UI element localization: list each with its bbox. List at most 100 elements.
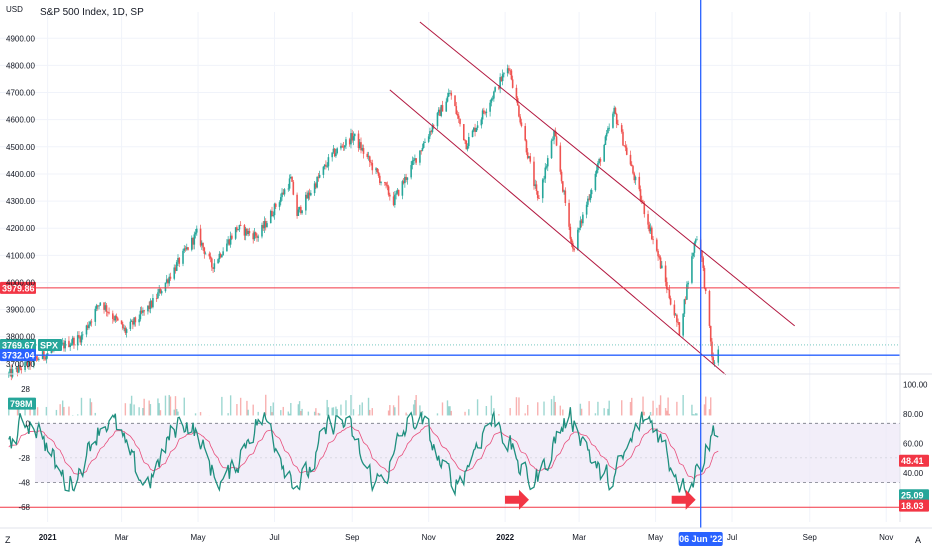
time-axis[interactable]: 2021 Mar May Jul Sep Nov 2022 Mar May Jul Sep Nov 06… <box>0 527 932 546</box>
candle-body <box>147 305 149 312</box>
price-tick-label: 4500.00 <box>6 143 35 152</box>
candle-body <box>607 128 609 134</box>
candle-body <box>231 235 233 239</box>
candle-body <box>124 327 127 333</box>
candle-body <box>419 150 421 163</box>
indicator-pane[interactable] <box>0 373 932 510</box>
volume-bar <box>691 404 693 416</box>
candle-body <box>15 367 18 370</box>
candle-body <box>35 356 38 359</box>
candle-body <box>465 140 468 150</box>
candle-body <box>112 313 114 319</box>
volume-bar <box>436 413 439 416</box>
candle-body <box>436 112 439 127</box>
candle-body <box>95 305 98 309</box>
volume-bar <box>199 412 202 416</box>
signal-value-badge-bg <box>899 454 929 467</box>
candle-body <box>585 204 588 215</box>
auto-scale-toggle[interactable]: A <box>915 535 921 545</box>
price-levels[interactable]: 3979.86 3769.67 SPX 3732.04 <box>0 281 900 362</box>
volume-bar <box>449 406 451 416</box>
volume-bar <box>468 409 470 416</box>
candle-body <box>386 185 389 187</box>
candle-body <box>33 357 35 366</box>
volume-bar <box>315 408 317 416</box>
candle-body <box>397 189 400 196</box>
volume-bar <box>421 411 424 416</box>
volume-bar <box>580 408 583 416</box>
volume-bar <box>608 400 610 416</box>
oscillator-tick-label: -28 <box>18 454 30 463</box>
candle-body <box>105 305 108 312</box>
candle-body <box>323 164 326 167</box>
volume-bar <box>297 404 300 416</box>
volume-bar <box>490 395 493 416</box>
volume-bar <box>498 414 500 416</box>
volume-bar <box>389 405 391 416</box>
candle-body <box>562 181 564 192</box>
candle-body <box>491 98 494 100</box>
candle-body <box>414 158 416 161</box>
volume-bar <box>367 397 370 416</box>
series-badge-bg <box>38 338 62 351</box>
price-axis[interactable]: 4900.00 4800.00 4700.00 4600.00 4500.00 4400.… <box>6 12 901 522</box>
candle-body <box>227 239 229 244</box>
candle-body <box>300 206 302 214</box>
volume-bar <box>138 407 140 416</box>
candle-body <box>676 314 678 323</box>
candle-body <box>103 302 105 310</box>
candle-body <box>266 223 268 228</box>
volume-bar <box>164 395 167 416</box>
candle-body <box>317 176 320 178</box>
candle-body <box>237 229 239 231</box>
oscillator-right-axis[interactable]: 100.0080.0060.0040.0020.0048.4125.0918.0… <box>899 380 929 512</box>
candle-body <box>283 189 286 195</box>
candle-body <box>430 131 432 133</box>
volume-bar <box>158 403 160 416</box>
series-badge: SPX <box>38 338 62 351</box>
candle-body <box>633 173 636 181</box>
trend-channel[interactable] <box>389 21 796 376</box>
candle-body <box>524 126 527 141</box>
candle-body <box>64 340 66 349</box>
candle-body <box>546 158 549 167</box>
candle-body <box>129 321 132 330</box>
candle-body <box>623 145 626 147</box>
candle-body <box>78 335 80 337</box>
candle-body <box>305 194 307 211</box>
candle-body <box>595 170 598 174</box>
candle-body <box>639 189 642 201</box>
volume-bar <box>518 397 520 416</box>
last-price-badge: 3769.67 <box>0 338 36 351</box>
candle-body <box>94 308 97 322</box>
candle-body <box>24 361 26 370</box>
candle-body <box>649 227 652 232</box>
volume-bar <box>588 401 590 416</box>
candle-body <box>648 224 651 232</box>
volume-bar <box>524 413 526 416</box>
candle-body <box>252 233 255 240</box>
candle-body <box>222 251 224 256</box>
volume-bar <box>406 414 409 416</box>
candle-body <box>658 256 661 258</box>
candle-body <box>117 318 119 321</box>
volume-badge-label: 798M <box>10 399 33 409</box>
candle-body <box>71 337 74 344</box>
volume-bar <box>441 402 444 416</box>
volume-bar <box>405 412 407 416</box>
candle-body <box>370 162 372 164</box>
volume-bar <box>68 406 70 416</box>
candle-body <box>509 70 511 72</box>
candle-body <box>518 105 520 117</box>
volume-bar <box>173 409 175 416</box>
candle-body <box>612 113 614 128</box>
timezone-toggle[interactable]: Z <box>5 535 11 545</box>
candle-body <box>508 68 510 71</box>
volume-bar <box>621 400 623 416</box>
candles <box>7 64 720 381</box>
price-tick-label: 4700.00 <box>6 89 35 98</box>
volume-bar <box>282 406 284 416</box>
volume-bar <box>194 413 197 416</box>
candle-body <box>125 329 128 333</box>
